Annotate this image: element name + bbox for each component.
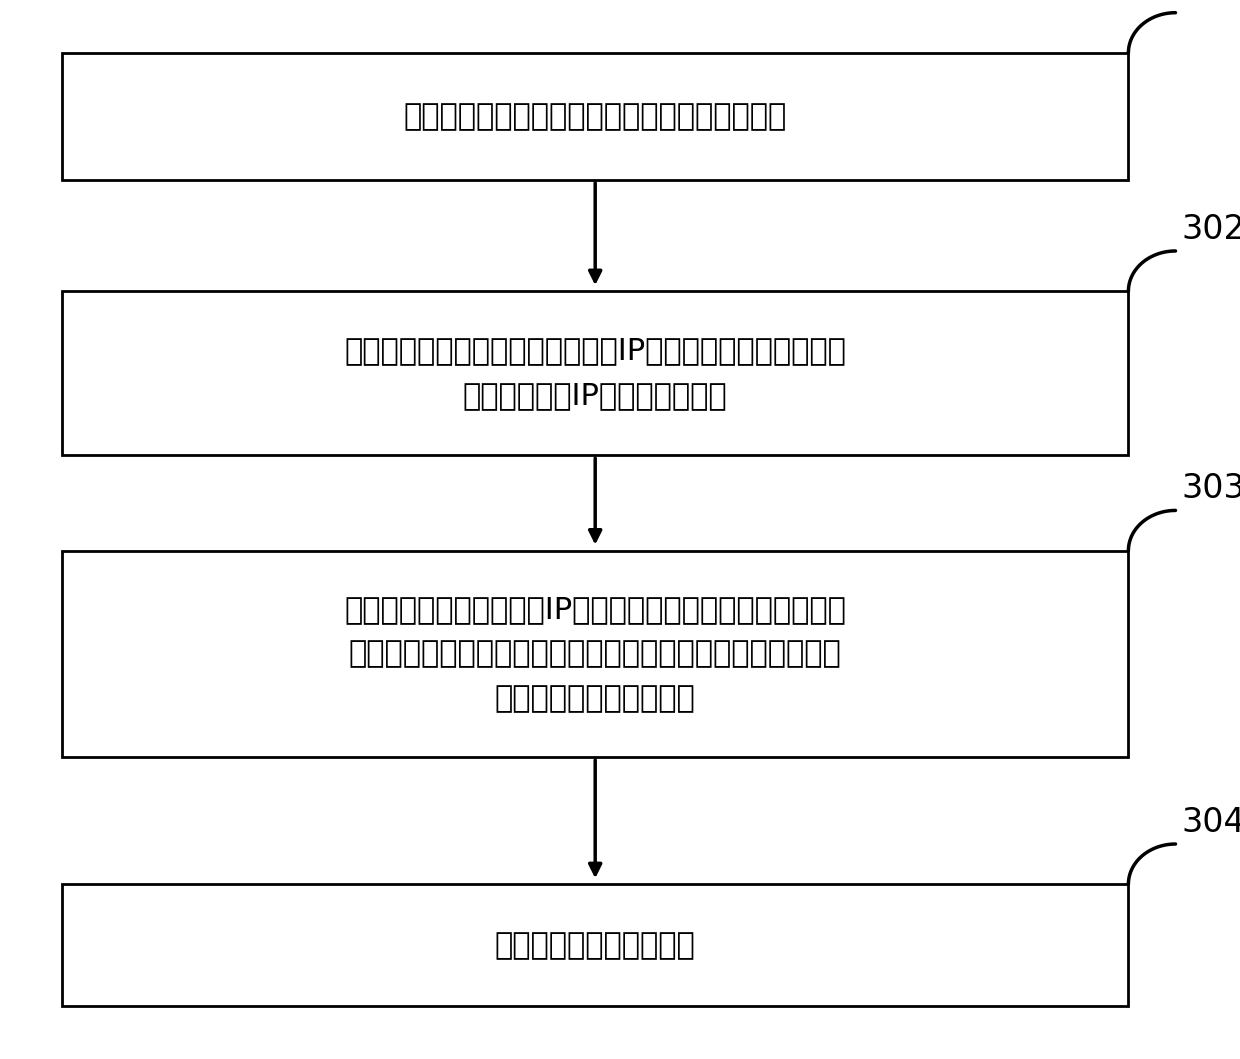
Bar xyxy=(62,291,1128,455)
Bar xyxy=(62,53,1128,180)
Bar xyxy=(62,551,1128,757)
Text: 302: 302 xyxy=(1182,213,1240,246)
Text: 射关系中查询该接口对应的基准标签，并利用该标签索引和该: 射关系中查询该接口对应的基准标签，并利用该标签索引和该 xyxy=(348,640,842,668)
Text: 利用标签转发表传输报文: 利用标签转发表传输报文 xyxy=(495,931,696,959)
Text: 基准标签生成标签转发表: 基准标签生成标签转发表 xyxy=(495,684,696,713)
Text: 中确定出与该IP地址匹配的接口: 中确定出与该IP地址匹配的接口 xyxy=(463,381,728,410)
Bar xyxy=(62,884,1128,1006)
Text: 从第二映射关系中查询该IP地址对应的标签索引，并从第一映: 从第二映射关系中查询该IP地址对应的标签索引，并从第一映 xyxy=(345,595,846,624)
Text: 304: 304 xyxy=(1182,806,1240,839)
Text: 针对该第二映射关系中包括的每个IP地址，从该第一映射关系: 针对该第二映射关系中包括的每个IP地址，从该第一映射关系 xyxy=(345,337,846,365)
Text: 接收来自控制器的第一映射关系和第二映射关系: 接收来自控制器的第一映射关系和第二映射关系 xyxy=(403,102,787,131)
Text: 301: 301 xyxy=(1182,0,1240,7)
Text: 303: 303 xyxy=(1182,472,1240,505)
